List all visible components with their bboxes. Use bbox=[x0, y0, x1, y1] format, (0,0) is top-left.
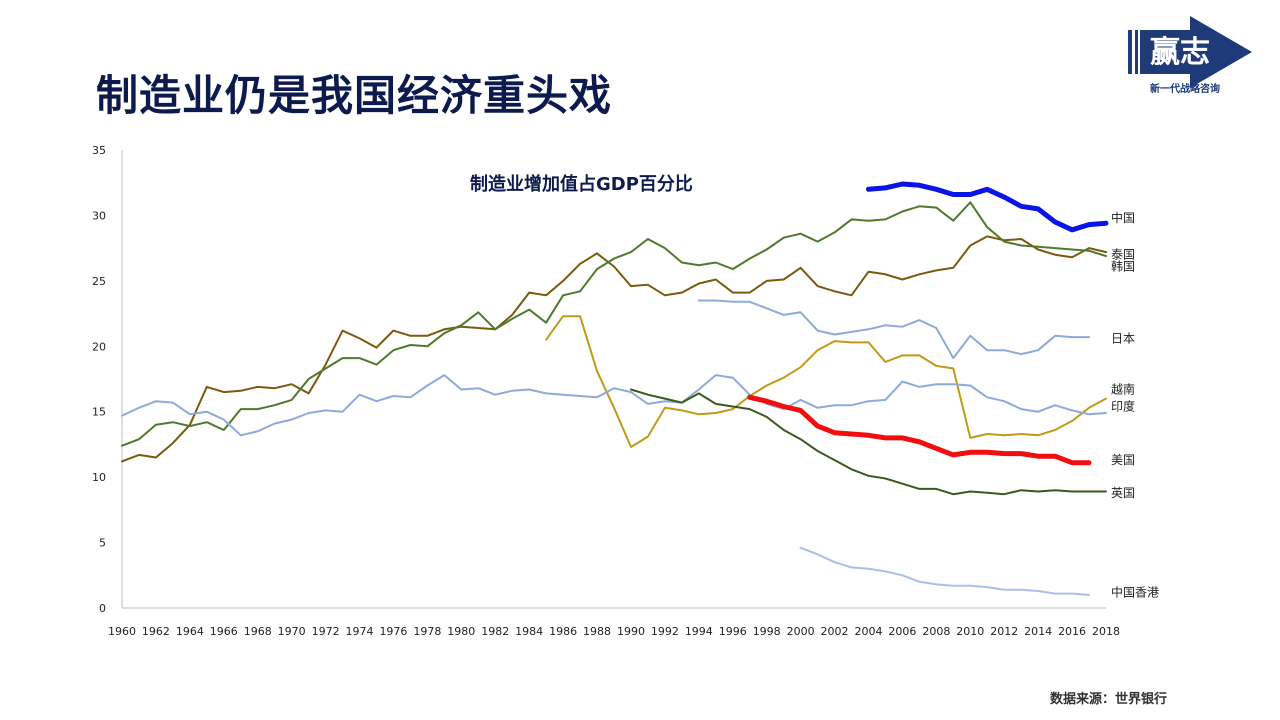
x-tick-label: 1986 bbox=[549, 625, 577, 638]
y-tick-label: 15 bbox=[92, 406, 106, 419]
x-tick-label: 1974 bbox=[346, 625, 374, 638]
x-tick-label: 1996 bbox=[719, 625, 747, 638]
series-line-越南 bbox=[545, 315, 1107, 448]
series-line-日本 bbox=[697, 299, 1090, 360]
series-line-泰国 bbox=[121, 235, 1107, 463]
series-label: 越南 bbox=[1111, 381, 1135, 396]
data-source: 数据来源：世界银行 bbox=[1050, 692, 1168, 707]
x-tick-label: 1970 bbox=[278, 625, 306, 638]
x-tick-label: 2006 bbox=[888, 625, 916, 638]
x-tick-label: 2000 bbox=[787, 625, 815, 638]
y-tick-label: 10 bbox=[92, 471, 106, 484]
y-tick-label: 35 bbox=[92, 144, 106, 157]
x-tick-label: 1998 bbox=[753, 625, 781, 638]
x-tick-label: 1968 bbox=[244, 625, 272, 638]
series-label: 英国 bbox=[1111, 486, 1135, 500]
x-tick-label: 2004 bbox=[854, 625, 882, 638]
chart-axes: 0 5 10 15 20 25 30 35 1960 1962 1964 1966 1968 1970 19… bbox=[92, 144, 1120, 638]
x-tick-label: 1988 bbox=[583, 625, 611, 638]
x-tick-label: 1962 bbox=[142, 625, 170, 638]
series-label: 美国 bbox=[1111, 453, 1135, 467]
series-label: 韩国 bbox=[1111, 258, 1135, 273]
series-label: 中国 bbox=[1111, 210, 1135, 225]
x-tick-label: 1980 bbox=[447, 625, 475, 638]
x-tick-label: 2008 bbox=[922, 625, 950, 638]
x-tick-label: 1984 bbox=[515, 625, 543, 638]
page-title: 制造业仍是我国经济重头戏 bbox=[96, 71, 613, 120]
y-tick-label: 0 bbox=[99, 602, 106, 615]
series-label: 中国香港 bbox=[1111, 584, 1159, 599]
x-tick-label: 1976 bbox=[379, 625, 407, 638]
x-tick-label: 1966 bbox=[210, 625, 238, 638]
series-line-英国 bbox=[630, 388, 1107, 496]
series-line-美国 bbox=[747, 394, 1092, 466]
series-label: 印度 bbox=[1111, 398, 1135, 413]
x-tick-label: 1964 bbox=[176, 625, 204, 638]
series-label: 泰国 bbox=[1111, 248, 1135, 262]
series-line-中国香港 bbox=[799, 546, 1090, 596]
series-line-韩国 bbox=[121, 201, 1107, 447]
y-tick-label: 25 bbox=[92, 275, 106, 288]
series-line-中国 bbox=[866, 181, 1109, 233]
x-tick-label: 2018 bbox=[1092, 625, 1120, 638]
x-tick-label: 2010 bbox=[956, 625, 984, 638]
x-tick-label: 2016 bbox=[1058, 625, 1086, 638]
logo-main-text: 赢志 bbox=[1150, 35, 1210, 70]
y-tick-label: 30 bbox=[92, 209, 106, 222]
logo-subtitle: 新一代战略咨询 bbox=[1150, 84, 1220, 95]
series-label: 日本 bbox=[1111, 331, 1135, 345]
logo: 赢志 bbox=[1128, 16, 1252, 88]
x-tick-label: 1972 bbox=[312, 625, 340, 638]
y-tick-label: 20 bbox=[92, 340, 106, 353]
x-tick-label: 1992 bbox=[651, 625, 679, 638]
x-tick-label: 1994 bbox=[685, 625, 713, 638]
x-tick-label: 2012 bbox=[990, 625, 1018, 638]
x-tick-label: 2002 bbox=[821, 625, 849, 638]
x-tick-label: 2014 bbox=[1024, 625, 1052, 638]
chart-title: 制造业增加值占GDP百分比 bbox=[470, 173, 693, 195]
x-tick-label: 1960 bbox=[108, 625, 136, 638]
y-tick-label: 5 bbox=[99, 537, 106, 550]
x-tick-label: 1990 bbox=[617, 625, 645, 638]
x-tick-label: 1978 bbox=[413, 625, 441, 638]
x-tick-label: 1982 bbox=[481, 625, 509, 638]
series-line-印度 bbox=[121, 374, 1107, 437]
